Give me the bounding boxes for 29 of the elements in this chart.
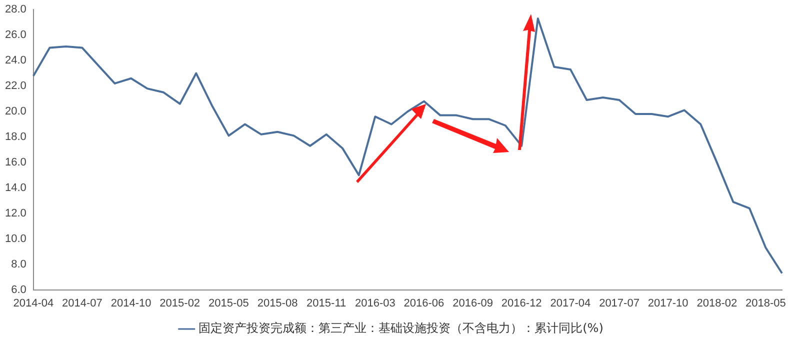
- x-tick-label: 2016-03: [354, 297, 396, 310]
- y-tick-label: 28.0: [4, 4, 26, 16]
- y-tick-label: 24.0: [4, 54, 26, 67]
- y-tick-label: 8.0: [11, 258, 26, 270]
- y-tick-label: 12.0: [4, 207, 26, 220]
- y-tick-label: 18.0: [4, 130, 26, 143]
- x-tick-label: 2015-11: [306, 297, 346, 310]
- x-tick-label: 2015-08: [257, 297, 298, 310]
- x-tick-label: 2016-09: [452, 297, 493, 310]
- x-tick-label: 2015-02: [160, 297, 200, 310]
- x-tick-label: 2018-05: [746, 297, 786, 310]
- x-tick-label: 2016-12: [501, 297, 542, 310]
- y-tick-label: 22.0: [4, 80, 26, 92]
- x-tick-label: 2014-04: [13, 297, 54, 310]
- y-tick-label: 16.0: [4, 156, 26, 168]
- y-tick-label: 20.0: [4, 106, 26, 118]
- y-tick-label: 26.0: [4, 29, 26, 42]
- y-tick-label: 6.0: [11, 284, 26, 296]
- y-tick-label: 10.0: [4, 232, 26, 245]
- x-tick-label: 2017-07: [599, 297, 640, 310]
- legend-label: 固定资产投资完成额：第三产业：基础设施投资（不含电力）：累计同比(%): [198, 321, 604, 336]
- x-tick-label: 2014-07: [62, 297, 102, 310]
- x-tick-label: 2015-05: [208, 297, 249, 310]
- x-tick-label: 2018-02: [696, 297, 738, 310]
- x-tick-label: 2017-04: [550, 297, 591, 310]
- x-tick-label: 2017-10: [648, 297, 688, 310]
- x-tick-label: 2016-06: [404, 297, 444, 310]
- x-tick-label: 2014-10: [110, 297, 152, 310]
- y-tick-label: 14.0: [4, 182, 26, 194]
